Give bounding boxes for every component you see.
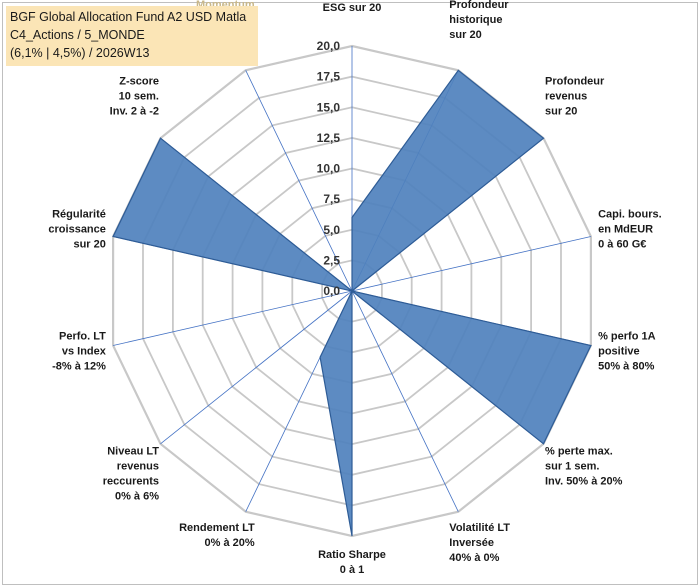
tick-label-8: 20,0	[317, 39, 341, 53]
spoke-13	[245, 70, 353, 292]
axis-label-5-line-1: sur 1 sem.	[545, 461, 599, 473]
axis-label-3-line-1: en MdEUR	[598, 223, 653, 235]
axis-label-6-line-2: 40% à 0%	[449, 552, 499, 564]
axis-label-1-line-2: sur 20	[449, 29, 481, 41]
axis-label-6-line-0: Volatilité LT	[449, 522, 510, 534]
axis-label-10-line-0: Perfo. LT	[59, 331, 106, 343]
tick-label-2: 5,0	[323, 223, 340, 237]
tick-label-7: 17,5	[317, 70, 341, 84]
axis-label-3-line-0: Capi. bours.	[598, 208, 662, 220]
axis-label-5-line-2: Inv. 50% à 20%	[545, 476, 623, 488]
axis-label-12-line-1: 10 sem.	[119, 91, 159, 103]
axis-label-12-line-0: Z-score	[119, 76, 159, 88]
spoke-3	[351, 236, 591, 292]
axis-label-2-line-0: Profondeur	[545, 76, 605, 88]
axis-label-11: Régularité croissance sur 20	[48, 208, 105, 250]
axis-label-9-line-2: reccurents	[103, 476, 159, 488]
axis-label-10: Perfo. LT vs Index -8% à 12%	[52, 331, 107, 373]
tick-label-5: 12,5	[317, 131, 341, 145]
tick-label-1: 2,5	[323, 253, 340, 267]
chart-title-line-2: C4_Actions / 5_MONDE	[10, 28, 145, 42]
radar-series	[112, 69, 592, 537]
axis-label-4-line-0: % perfo 1A	[598, 331, 656, 343]
axis-label-11-line-2: sur 20	[73, 238, 105, 250]
axis-label-12: Z-score 10 sem. Inv. 2 à -2	[110, 76, 159, 118]
chart-title-box: BGF Global Allocation Fund A2 USD Matla …	[6, 6, 258, 66]
axis-label-9: Niveau LT revenus reccurents 0% à 6%	[103, 446, 160, 503]
axis-label-7-line-1: 0 à 1	[340, 564, 364, 576]
spoke-10	[113, 290, 353, 346]
axis-label-10-line-2: -8% à 12%	[52, 361, 106, 373]
axis-label-4: % perfo 1A positive 50% à 80%	[598, 331, 656, 373]
axis-label-11-line-0: Régularité	[52, 208, 106, 220]
axis-label-4-line-2: 50% à 80%	[598, 361, 654, 373]
axis-label-0-line-1: ESG sur 20	[323, 2, 382, 14]
axis-label-10-line-1: vs Index	[62, 346, 107, 358]
axis-label-3: Capi. bours. en MdEUR 0 à 60 G€	[598, 208, 662, 250]
tick-label-6: 15,0	[317, 100, 341, 114]
axis-label-5-line-0: % perte max.	[545, 446, 613, 458]
axis-label-0: NoteESG sur 20	[323, 2, 382, 14]
axis-label-1-line-1: historique	[449, 14, 502, 26]
axis-label-13-line-0: Momentum	[196, 0, 255, 11]
axis-label-6-line-1: Inversée	[449, 537, 494, 549]
tick-label-3: 7,5	[323, 192, 340, 206]
axis-label-8-line-0: Rendement LT	[179, 522, 255, 534]
axis-label-9-line-3: 0% à 6%	[115, 491, 159, 503]
spoke-6	[351, 290, 459, 512]
axis-label-12-line-2: Inv. 2 à -2	[110, 106, 159, 118]
axis-label-3-line-2: 0 à 60 G€	[598, 238, 646, 250]
axis-label-8-line-1: 0% à 20%	[205, 537, 255, 549]
axis-label-2: Profondeur revenus sur 20	[545, 76, 605, 118]
axis-label-9-line-1: revenus	[117, 461, 159, 473]
axis-label-7-line-0: Ratio Sharpe	[318, 549, 386, 561]
axis-label-6: Volatilité LT Inversée 40% à 0%	[449, 522, 510, 564]
tick-label-4: 10,0	[317, 162, 341, 176]
axis-label-7: Ratio Sharpe 0 à 1	[318, 549, 386, 576]
axis-label-8: Rendement LT 0% à 20%	[179, 522, 255, 549]
axis-label-2-line-2: sur 20	[545, 106, 577, 118]
axis-label-1-line-0: Profondeur	[449, 0, 509, 11]
chart-title-line-3: (6,1% | 4,5%) / 2026W13	[10, 46, 150, 60]
series-area	[112, 69, 592, 537]
axis-label-5: % perte max. sur 1 sem. Inv. 50% à 20%	[545, 446, 623, 488]
axis-label-4-line-1: positive	[598, 346, 640, 358]
radar-tick-labels: 0,0 2,5 5,0 7,5 10,0 12,5 15,0 17,5 20,0	[317, 39, 341, 298]
axis-label-1: Profondeur historique sur 20	[449, 0, 509, 41]
axis-label-9-line-0: Niveau LT	[107, 446, 159, 458]
chart-title-line-1: BGF Global Allocation Fund A2 USD Matla	[10, 10, 247, 24]
axis-label-2-line-1: revenus	[545, 91, 587, 103]
tick-label-0: 0,0	[323, 284, 340, 298]
spoke-9	[160, 290, 353, 445]
axis-label-11-line-1: croissance	[48, 223, 105, 235]
